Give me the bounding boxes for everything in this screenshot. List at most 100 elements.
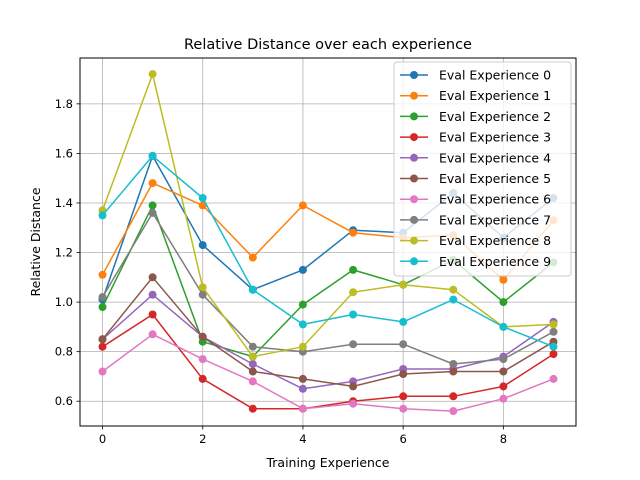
legend-label: Eval Experience 5 <box>439 171 551 186</box>
data-point <box>198 241 207 250</box>
data-point <box>298 201 307 210</box>
data-point <box>98 367 107 376</box>
data-point <box>148 330 157 339</box>
data-point <box>298 374 307 383</box>
x-tick-label: 2 <box>199 432 206 446</box>
legend-item: Eval Experience 4 <box>400 150 551 165</box>
data-point <box>198 332 207 341</box>
legend-swatch-marker <box>410 257 418 266</box>
series-layer <box>98 70 558 416</box>
legend-label: Eval Experience 0 <box>439 68 551 83</box>
data-point <box>98 270 107 279</box>
series-6 <box>98 330 558 416</box>
data-point <box>148 201 157 210</box>
data-point <box>499 394 508 403</box>
x-tick-label: 0 <box>99 432 106 446</box>
legend-swatch-marker <box>410 112 418 121</box>
legend-swatch-marker <box>410 174 418 183</box>
legend-swatch-marker <box>410 71 418 79</box>
data-point <box>198 283 207 292</box>
y-tick-label: 1.4 <box>55 196 73 210</box>
chart-title: Relative Distance over each experience <box>184 37 472 53</box>
legend-label: Eval Experience 4 <box>439 150 551 165</box>
data-point <box>499 355 508 364</box>
x-axis-label: Training Experience <box>265 455 389 470</box>
data-point <box>248 367 257 376</box>
data-point <box>298 342 307 351</box>
data-point <box>349 288 358 297</box>
legend-label: Eval Experience 6 <box>439 192 551 207</box>
legend-swatch-marker <box>410 215 418 224</box>
legend-swatch-marker <box>410 195 418 204</box>
data-point <box>449 407 458 416</box>
legend-item: Eval Experience 0 <box>400 68 551 83</box>
data-point <box>248 404 257 413</box>
legend-label: Eval Experience 8 <box>439 233 551 248</box>
data-point <box>449 285 458 294</box>
x-axis-ticks: 0 2 4 6 8 <box>99 426 507 446</box>
legend-label: Eval Experience 1 <box>439 88 551 103</box>
data-point <box>248 352 257 361</box>
y-tick-label: 1.8 <box>55 97 73 111</box>
data-point <box>148 151 157 160</box>
data-point <box>349 265 358 274</box>
legend-swatch-marker <box>410 236 418 245</box>
data-point <box>98 303 107 312</box>
data-point <box>248 285 257 294</box>
data-point <box>98 293 107 302</box>
y-tick-label: 1.6 <box>55 146 73 160</box>
data-point <box>399 404 408 413</box>
data-point <box>248 342 257 351</box>
data-point <box>499 367 508 376</box>
data-point <box>98 211 107 220</box>
data-point <box>98 342 107 351</box>
data-point <box>399 280 408 289</box>
legend-item: Eval Experience 6 <box>400 192 551 207</box>
series-line <box>102 293 554 390</box>
data-point <box>499 275 508 284</box>
x-tick-label: 8 <box>500 432 507 446</box>
data-point <box>298 320 307 329</box>
y-tick-label: 1.0 <box>55 295 73 309</box>
series-line <box>101 276 554 388</box>
legend-item: Eval Experience 5 <box>400 171 551 186</box>
legend-box <box>393 61 572 277</box>
data-point <box>148 208 157 217</box>
legend-swatch-marker <box>410 91 418 100</box>
legend-swatch-marker <box>410 153 418 162</box>
legend-swatch-marker <box>410 133 418 142</box>
legend-item: Eval Experience 2 <box>400 109 551 124</box>
data-point <box>349 399 358 408</box>
data-point <box>298 404 307 413</box>
legend-item: Eval Experience 7 <box>400 212 551 227</box>
data-point <box>349 228 358 237</box>
data-point <box>248 360 257 368</box>
x-tick-label: 4 <box>299 432 306 446</box>
legend-label: Eval Experience 2 <box>439 109 551 124</box>
series-line <box>101 212 554 365</box>
y-axis-ticks: 0.6 0.8 1.0 1.2 1.4 1.6 1.8 <box>55 97 80 408</box>
series-line <box>101 155 554 348</box>
data-point <box>198 194 207 202</box>
data-point <box>148 179 157 188</box>
y-tick-label: 0.6 <box>55 394 73 408</box>
data-point <box>549 327 558 336</box>
plot-frame <box>79 57 577 427</box>
data-point <box>148 310 157 319</box>
data-point <box>298 300 307 309</box>
data-point <box>148 70 157 79</box>
legend-item: Eval Experience 8 <box>400 233 551 248</box>
data-point <box>549 342 558 351</box>
data-point <box>148 290 157 299</box>
data-point <box>399 340 408 349</box>
legend-label: Eval Experience 7 <box>439 212 551 227</box>
series-line <box>102 333 554 412</box>
data-point <box>549 350 558 359</box>
data-point <box>399 370 408 378</box>
x-tick-label: 6 <box>399 432 406 446</box>
data-point <box>549 320 558 329</box>
legend-item: Eval Experience 3 <box>400 130 551 145</box>
data-point <box>449 392 458 401</box>
data-point <box>198 374 207 383</box>
